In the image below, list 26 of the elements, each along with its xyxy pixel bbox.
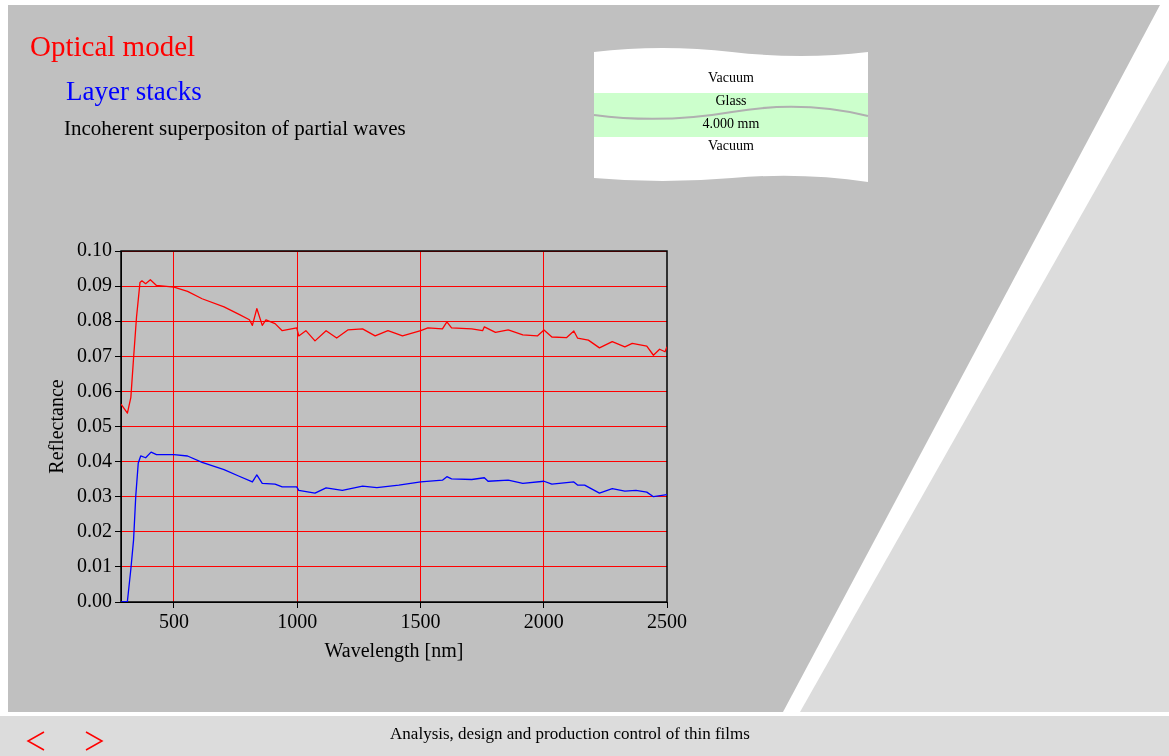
- y-tick-label: 0.06: [77, 378, 112, 401]
- text: Vacuum: [707, 70, 755, 86]
- y-tick-label: 0.01: [77, 554, 112, 577]
- y-tick-label: 0.10: [77, 238, 112, 261]
- y-tick-label: 0.09: [77, 273, 112, 296]
- x-axis-title: Wavelength [nm]: [324, 639, 464, 663]
- x-tick-label: 1000: [277, 610, 318, 633]
- text: Vacuum: [707, 138, 755, 154]
- text: Incoherent superpositon of partial waves: [64, 116, 406, 141]
- text: 4.000 mm: [701, 116, 761, 132]
- text: Analysis, design and production control of thin films: [389, 724, 751, 744]
- y-tick-label: 0.02: [77, 519, 112, 542]
- text: Glass: [714, 93, 748, 109]
- y-tick-label: 0.03: [77, 483, 112, 506]
- chart-title: Optical model: [30, 30, 196, 63]
- y-tick-label: 0.08: [77, 308, 112, 331]
- y-axis-title: Reflectance: [45, 379, 68, 474]
- y-tick-label: 0.05: [77, 413, 112, 436]
- x-tick-label: 500: [159, 610, 189, 633]
- chart-subtitle: Layer stacks: [66, 76, 202, 107]
- y-tick-label: 0.04: [77, 448, 112, 471]
- x-tick-label: 1500: [400, 610, 441, 633]
- y-tick-label: 0.00: [77, 589, 112, 612]
- x-tick-label: 2000: [523, 610, 564, 633]
- x-tick-label: 2500: [647, 610, 687, 633]
- y-tick-label: 0.07: [77, 343, 112, 366]
